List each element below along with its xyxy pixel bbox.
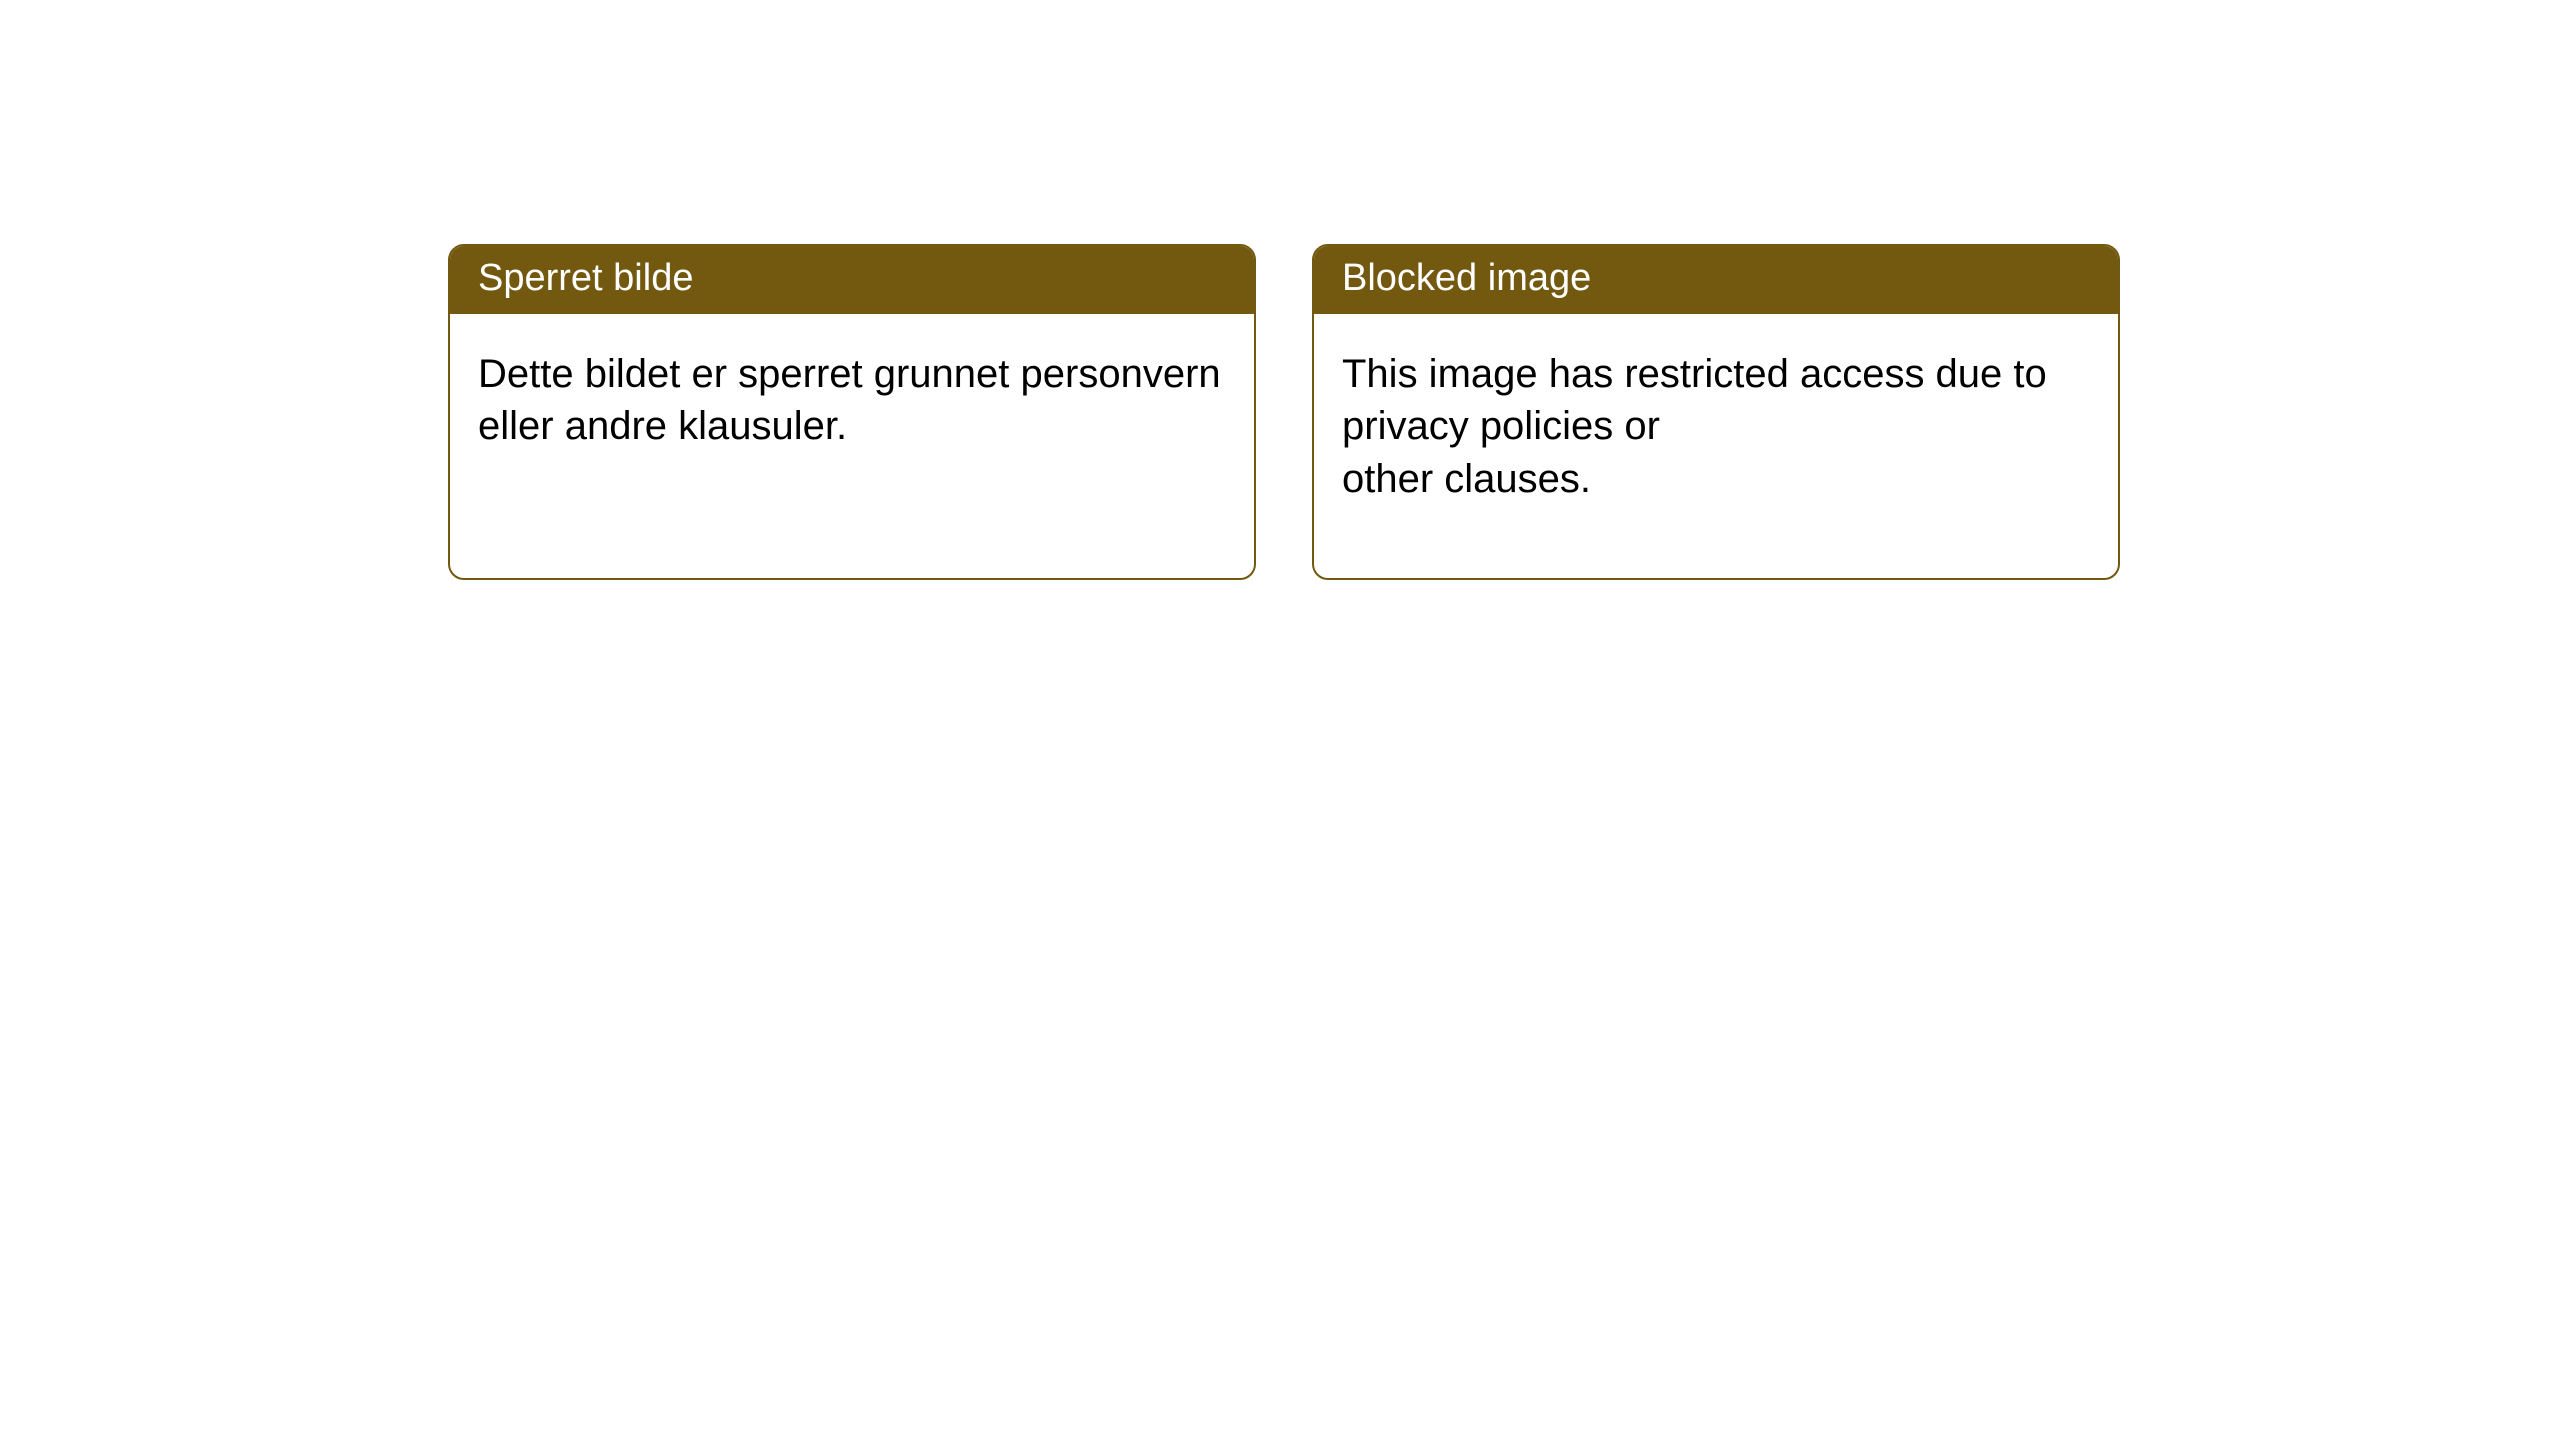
notice-card-title: Blocked image: [1314, 246, 2118, 314]
notice-card-title: Sperret bilde: [450, 246, 1254, 314]
notice-container: Sperret bilde Dette bildet er sperret gr…: [0, 0, 2560, 580]
notice-card-body: This image has restricted access due to …: [1314, 314, 2118, 578]
notice-card-en: Blocked image This image has restricted …: [1312, 244, 2120, 580]
notice-card-no: Sperret bilde Dette bildet er sperret gr…: [448, 244, 1256, 580]
notice-card-body: Dette bildet er sperret grunnet personve…: [450, 314, 1254, 526]
